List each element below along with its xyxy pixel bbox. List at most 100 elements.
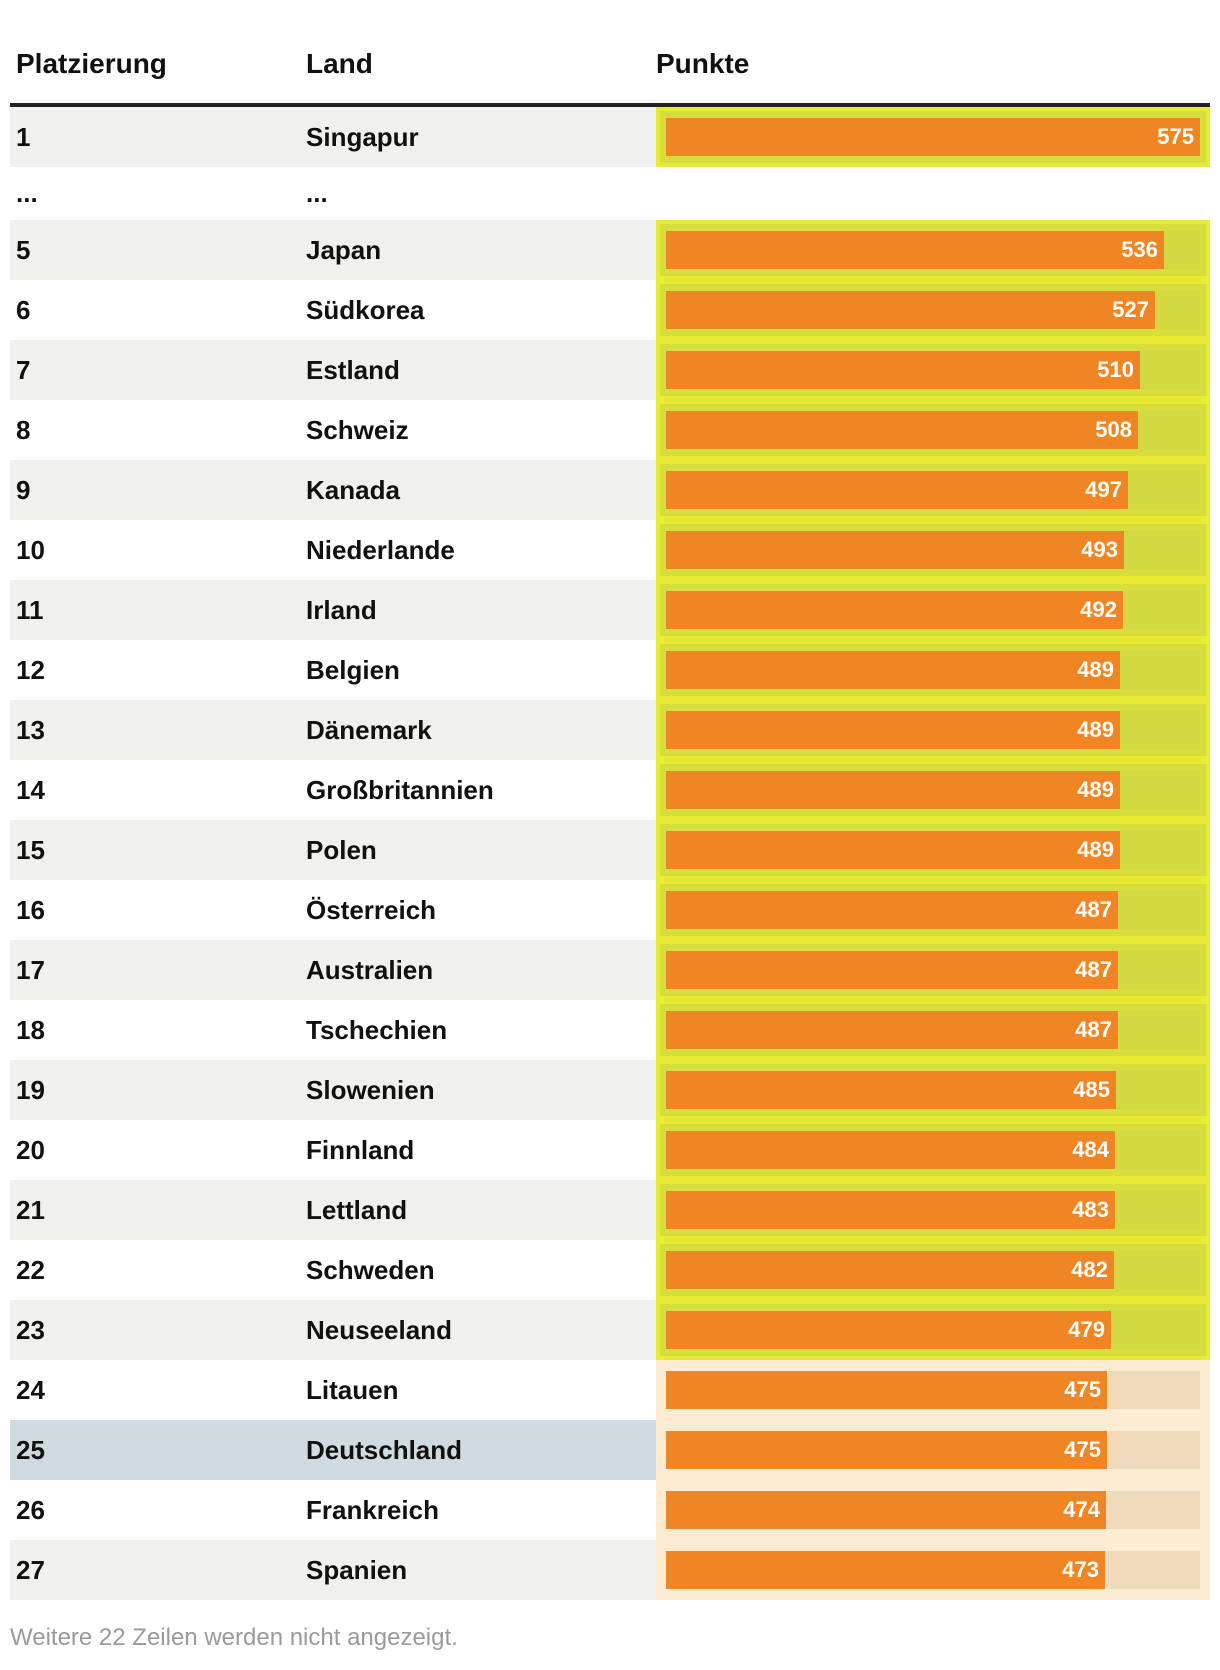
bar-frame: 487 bbox=[656, 880, 1210, 940]
bar-schweden: 482 bbox=[666, 1251, 1114, 1289]
rank-cell: 19 bbox=[16, 1075, 45, 1105]
bar-track: 492 bbox=[666, 591, 1200, 629]
bar-value-label: 475 bbox=[1064, 1377, 1101, 1402]
country-cell: Neuseeland bbox=[306, 1315, 452, 1345]
country-cell: Schweden bbox=[306, 1255, 435, 1285]
bar-frame: 475 bbox=[656, 1420, 1210, 1480]
bar-track: 493 bbox=[666, 531, 1200, 569]
bar-track: 484 bbox=[666, 1131, 1200, 1169]
bar-value-label: 489 bbox=[1077, 657, 1114, 682]
bar-frankreich: 474 bbox=[666, 1491, 1106, 1529]
header-rank[interactable]: Platzierung bbox=[16, 48, 167, 79]
country-cell: Estland bbox=[306, 355, 400, 385]
table-row: 22 Schweden 482 bbox=[10, 1240, 1210, 1300]
points-cell: 482 bbox=[656, 1240, 1220, 1300]
bar-frame: 536 bbox=[656, 220, 1210, 280]
country-cell: Spanien bbox=[306, 1555, 408, 1585]
points-cell: 487 bbox=[656, 1000, 1220, 1060]
ellipsis-rank: ... bbox=[16, 178, 38, 208]
country-cell: Kanada bbox=[306, 475, 400, 505]
bar-value-label: 492 bbox=[1080, 597, 1117, 622]
country-cell: Österreich bbox=[306, 895, 437, 925]
bar-value-label: 575 bbox=[1157, 124, 1194, 149]
rank-cell: 25 bbox=[16, 1435, 45, 1465]
table-row: 15 Polen 489 bbox=[10, 820, 1210, 880]
bar-finnland: 484 bbox=[666, 1131, 1115, 1169]
bar-frame: 484 bbox=[656, 1120, 1210, 1180]
bar-frame: 510 bbox=[656, 340, 1210, 400]
points-cell: 575 bbox=[656, 107, 1220, 167]
table-row: 16 Österreich 487 bbox=[10, 880, 1210, 940]
country-cell: Südkorea bbox=[306, 295, 425, 325]
bar-track: 489 bbox=[666, 711, 1200, 749]
points-cell: 473 bbox=[656, 1540, 1220, 1600]
bar-track: 487 bbox=[666, 1011, 1200, 1049]
table-row: 8 Schweiz 508 bbox=[10, 400, 1210, 460]
rank-cell: 16 bbox=[16, 895, 45, 925]
points-cell: 485 bbox=[656, 1060, 1220, 1120]
header-country[interactable]: Land bbox=[306, 48, 373, 79]
bar-track: 527 bbox=[666, 291, 1200, 329]
bar-südkorea: 527 bbox=[666, 291, 1155, 329]
country-cell: Singapur bbox=[306, 122, 419, 152]
bar-value-label: 479 bbox=[1068, 1317, 1105, 1342]
ellipsis-row: ...... bbox=[10, 167, 1210, 220]
table-row: 21 Lettland 483 bbox=[10, 1180, 1210, 1240]
points-cell: 489 bbox=[656, 640, 1220, 700]
bar-österreich: 487 bbox=[666, 891, 1118, 929]
table-body: 1 Singapur 575...... 5 Japan 536 6 Südkorea 527 7… bbox=[10, 107, 1210, 1600]
table-row: 13 Dänemark 489 bbox=[10, 700, 1210, 760]
table-row: 5 Japan 536 bbox=[10, 220, 1210, 280]
table-row: 18 Tschechien 487 bbox=[10, 1000, 1210, 1060]
country-cell: Litauen bbox=[306, 1375, 399, 1405]
bar-irland: 492 bbox=[666, 591, 1123, 629]
bar-value-label: 483 bbox=[1072, 1197, 1109, 1222]
table-row: 27 Spanien 473 bbox=[10, 1540, 1210, 1600]
bar-frame: 508 bbox=[656, 400, 1210, 460]
bar-value-label: 493 bbox=[1081, 537, 1118, 562]
points-cell: 489 bbox=[656, 700, 1220, 760]
table-header: Platzierung Land Punkte bbox=[10, 0, 1210, 107]
points-cell: 492 bbox=[656, 580, 1220, 640]
bar-singapur: 575 bbox=[666, 118, 1200, 156]
ellipsis-country: ... bbox=[306, 178, 328, 208]
bar-value-label: 489 bbox=[1077, 717, 1114, 742]
points-cell: 536 bbox=[656, 220, 1220, 280]
points-cell: 489 bbox=[656, 820, 1220, 880]
bar-frame: 497 bbox=[656, 460, 1210, 520]
rank-cell: 14 bbox=[16, 775, 45, 805]
country-cell: Australien bbox=[306, 955, 434, 985]
points-cell: 493 bbox=[656, 520, 1220, 580]
bar-schweiz: 508 bbox=[666, 411, 1138, 449]
bar-value-label: 487 bbox=[1075, 897, 1112, 922]
bar-kanada: 497 bbox=[666, 471, 1128, 509]
table-row: 17 Australien 487 bbox=[10, 940, 1210, 1000]
table-row: 24 Litauen 475 bbox=[10, 1360, 1210, 1420]
bar-track: 475 bbox=[666, 1371, 1200, 1409]
bar-value-label: 482 bbox=[1071, 1257, 1108, 1282]
points-cell: 497 bbox=[656, 460, 1220, 520]
bar-polen: 489 bbox=[666, 831, 1120, 869]
table-row: 20 Finnland 484 bbox=[10, 1120, 1210, 1180]
bar-niederlande: 493 bbox=[666, 531, 1124, 569]
points-cell: 487 bbox=[656, 940, 1220, 1000]
points-cell: 510 bbox=[656, 340, 1220, 400]
country-cell: Belgien bbox=[306, 655, 400, 685]
bar-value-label: 489 bbox=[1077, 777, 1114, 802]
bar-track: 575 bbox=[666, 118, 1200, 156]
bar-value-label: 473 bbox=[1062, 1557, 1099, 1582]
rank-cell: 21 bbox=[16, 1195, 45, 1225]
country-cell: Japan bbox=[306, 235, 382, 265]
country-cell: Tschechien bbox=[306, 1015, 448, 1045]
bar-dänemark: 489 bbox=[666, 711, 1120, 749]
bar-value-label: 497 bbox=[1085, 477, 1122, 502]
bar-frame: 483 bbox=[656, 1180, 1210, 1240]
table-row: 1 Singapur 575 bbox=[10, 107, 1210, 167]
points-cell: 483 bbox=[656, 1180, 1220, 1240]
footnote: Weitere 22 Zeilen werden nicht angezeigt… bbox=[10, 1624, 458, 1651]
rank-cell: 12 bbox=[16, 655, 45, 685]
rank-cell: 9 bbox=[16, 475, 31, 505]
rank-cell: 8 bbox=[16, 415, 31, 445]
header-points[interactable]: Punkte bbox=[656, 48, 750, 79]
bar-estland: 510 bbox=[666, 351, 1140, 389]
